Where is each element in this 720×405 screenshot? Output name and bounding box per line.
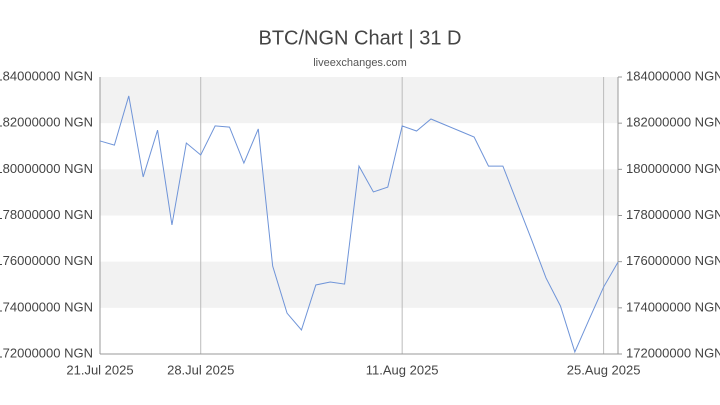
y2-tick-label: 184000000 NGN [626, 68, 720, 83]
grid-band [100, 77, 618, 124]
grid-band [100, 169, 618, 216]
y2-tick-label: 182000000 NGN [626, 115, 720, 130]
x-tick-label: 28.Jul 2025 [167, 362, 234, 377]
y-tick-label: 174000000 NGN [0, 299, 93, 314]
y2-tick-label: 176000000 NGN [626, 253, 720, 268]
y2-tick-label: 174000000 NGN [626, 299, 720, 314]
y-tick-label: 180000000 NGN [0, 161, 93, 176]
y2-tick-label: 172000000 NGN [626, 345, 720, 360]
x-tick-label: 25.Aug 2025 [567, 362, 641, 377]
chart-subtitle: liveexchanges.com [313, 57, 407, 69]
y-tick-label: 172000000 NGN [0, 345, 93, 360]
line-series [99, 95, 619, 354]
y-tick-label: 182000000 NGN [0, 115, 93, 130]
x-tick-label: 21.Jul 2025 [66, 362, 133, 377]
grid-band [100, 261, 618, 308]
y-tick-label: 176000000 NGN [0, 253, 93, 268]
chart-title: BTC/NGN Chart | 31 D [258, 27, 461, 49]
y-tick-label: 184000000 NGN [0, 68, 93, 83]
y2-tick-label: 178000000 NGN [626, 207, 720, 222]
y2-tick-label: 180000000 NGN [626, 161, 720, 176]
y-tick-label: 178000000 NGN [0, 207, 93, 222]
x-tick-label: 11.Aug 2025 [366, 362, 439, 377]
